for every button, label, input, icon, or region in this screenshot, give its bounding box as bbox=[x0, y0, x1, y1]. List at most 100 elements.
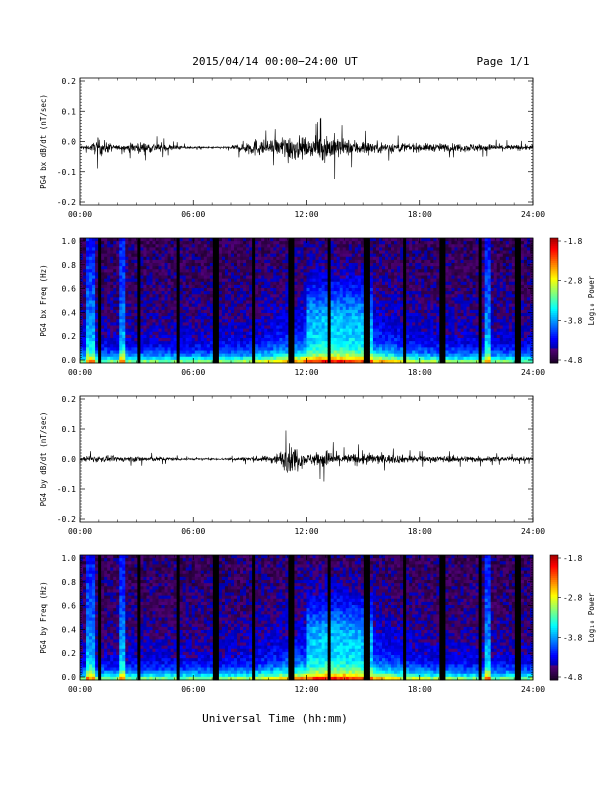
heat-cell bbox=[442, 266, 446, 270]
heat-cell bbox=[312, 259, 316, 264]
heat-cell bbox=[92, 278, 96, 283]
heat-cell bbox=[415, 331, 419, 336]
heat-cell bbox=[309, 284, 313, 289]
heat-cell bbox=[445, 256, 449, 261]
heat-cell bbox=[243, 344, 247, 348]
heat-cell bbox=[83, 272, 87, 276]
heat-cell bbox=[391, 288, 395, 292]
heat-cell bbox=[276, 284, 280, 289]
heat-cell bbox=[330, 253, 335, 258]
heat-cell bbox=[336, 322, 341, 326]
heat-cell bbox=[252, 281, 256, 286]
heat-cell bbox=[149, 256, 153, 261]
heat-cell bbox=[342, 284, 347, 289]
heat-cell bbox=[385, 328, 389, 333]
heat-cell bbox=[146, 241, 150, 245]
heat-cell bbox=[149, 244, 153, 248]
heat-cell bbox=[354, 272, 359, 276]
heat-cell bbox=[267, 338, 271, 342]
heat-cell bbox=[164, 281, 168, 286]
heat-cell bbox=[83, 331, 87, 336]
heat-cell bbox=[357, 247, 362, 251]
heat-cell bbox=[397, 278, 401, 283]
heat-cell bbox=[176, 341, 181, 345]
heat-cell bbox=[209, 275, 214, 280]
heat-cell bbox=[282, 350, 286, 355]
heat-cell bbox=[143, 272, 147, 276]
heat-cell bbox=[388, 344, 392, 348]
heat-cell bbox=[397, 259, 401, 264]
heat-cell bbox=[231, 291, 235, 295]
heat-cell bbox=[397, 316, 401, 320]
heat-cell bbox=[152, 278, 156, 283]
heat-cell bbox=[86, 278, 90, 283]
heat-cell bbox=[394, 319, 398, 323]
heat-cell bbox=[167, 303, 171, 308]
heat-cell bbox=[176, 266, 181, 270]
heat-cell bbox=[237, 347, 241, 351]
heat-cell bbox=[270, 300, 274, 305]
heat-cell bbox=[197, 244, 202, 248]
heat-cell bbox=[224, 275, 229, 280]
heat-cell bbox=[158, 284, 162, 289]
heat-cell bbox=[285, 347, 289, 351]
heat-cell bbox=[231, 309, 235, 314]
heat-cell bbox=[357, 288, 362, 292]
heat-cell bbox=[237, 350, 241, 355]
heat-cell bbox=[412, 338, 416, 342]
heat-cell bbox=[209, 319, 214, 323]
heat-cell bbox=[231, 347, 235, 351]
heat-cell bbox=[366, 244, 371, 248]
heat-cell bbox=[101, 353, 105, 358]
heat-cell bbox=[409, 278, 413, 283]
heat-cell bbox=[116, 269, 120, 273]
heat-cell bbox=[137, 253, 141, 258]
heat-cell bbox=[95, 319, 99, 323]
heat-cell bbox=[152, 263, 156, 267]
heat-cell bbox=[95, 266, 99, 270]
heat-cell bbox=[158, 244, 162, 248]
heat-cell bbox=[288, 244, 292, 248]
heat-cell bbox=[400, 263, 404, 267]
heat-cell bbox=[412, 344, 416, 348]
heat-cell bbox=[363, 288, 368, 292]
heat-cell bbox=[330, 313, 335, 317]
heat-cell bbox=[234, 275, 238, 280]
heat-cell bbox=[333, 259, 338, 264]
heat-cell bbox=[215, 353, 220, 358]
heat-cell bbox=[360, 247, 365, 251]
heat-cell bbox=[312, 328, 316, 333]
heat-cell bbox=[391, 269, 395, 273]
heat-cell bbox=[194, 256, 199, 261]
heat-cell bbox=[360, 334, 365, 339]
heat-cell bbox=[194, 341, 199, 345]
heat-cell bbox=[240, 353, 244, 358]
heat-cell bbox=[206, 309, 211, 314]
heat-cell bbox=[324, 334, 329, 339]
heat-cell bbox=[249, 288, 253, 292]
heat-cell bbox=[276, 309, 280, 314]
heat-cell bbox=[276, 338, 280, 342]
heat-cell bbox=[101, 269, 105, 273]
heat-cell bbox=[324, 281, 329, 286]
heat-cell bbox=[375, 322, 380, 326]
heat-cell bbox=[146, 353, 150, 358]
heat-cell bbox=[415, 247, 419, 251]
heat-cell bbox=[442, 353, 446, 358]
heat-cell bbox=[391, 309, 395, 314]
heat-cell bbox=[221, 259, 226, 264]
heat-cell bbox=[436, 325, 440, 330]
heat-cell bbox=[86, 344, 90, 348]
heat-cell bbox=[270, 288, 274, 292]
heat-cell bbox=[357, 291, 362, 295]
heat-cell bbox=[200, 278, 205, 283]
heat-cell bbox=[297, 353, 301, 358]
heat-cell bbox=[146, 359, 150, 364]
heat-cell bbox=[382, 322, 386, 326]
heat-cell bbox=[264, 347, 268, 351]
heat-cell bbox=[318, 300, 322, 305]
heat-cell bbox=[424, 338, 428, 342]
heat-cell bbox=[158, 313, 162, 317]
heat-cell bbox=[86, 319, 90, 323]
heat-cell bbox=[433, 331, 437, 336]
